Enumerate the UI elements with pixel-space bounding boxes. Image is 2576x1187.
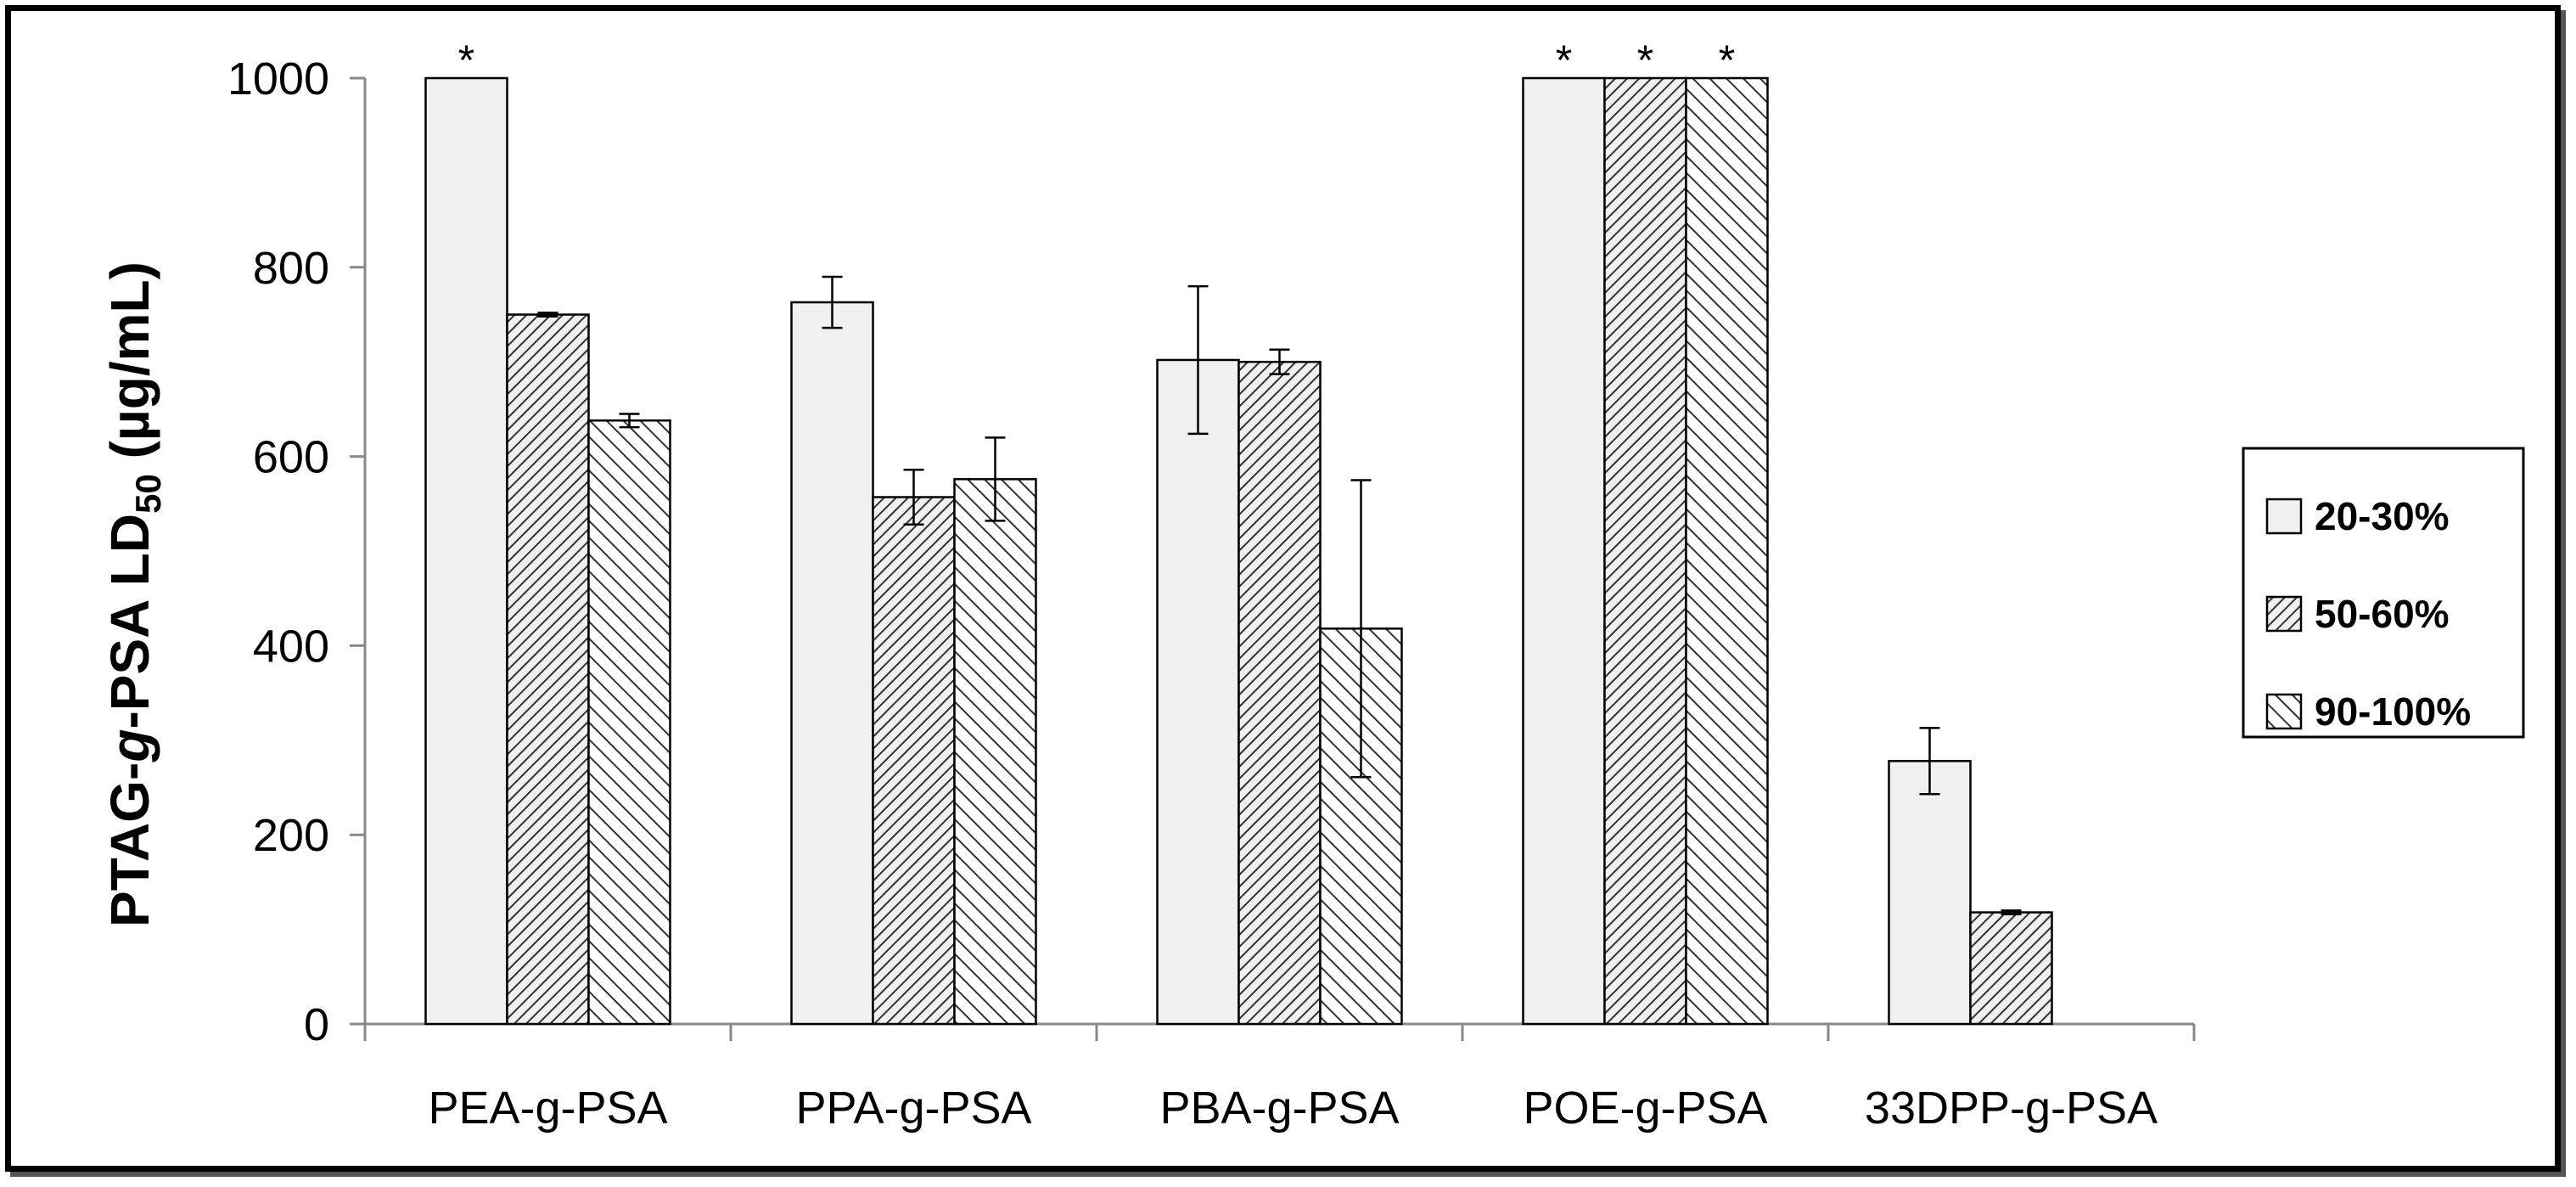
bars-group — [424, 76, 2053, 1026]
y-tick-label: 800 — [253, 243, 329, 294]
bar — [953, 478, 1037, 1026]
bar — [1603, 76, 1687, 1026]
axes: 0 200 400 600 800 1000 — [227, 53, 2196, 1050]
y-tick-label: 0 — [304, 999, 329, 1050]
significance-marker: * — [1637, 37, 1653, 84]
bar — [506, 313, 590, 1026]
legend-swatch — [2265, 693, 2303, 730]
y-tick-label: 400 — [253, 621, 329, 672]
x-tick-label: PEA-g-PSA — [428, 1083, 667, 1134]
x-tick-label: POE-g-PSA — [1523, 1083, 1767, 1134]
legend-label: 50-60% — [2315, 592, 2450, 636]
x-tick-labels: PEA-g-PSA PPA-g-PSA PBA-g-PSA POE-g-PSA 33DP… — [428, 1083, 2158, 1134]
legend-swatch — [2265, 498, 2303, 535]
chart-frame — [5, 5, 2561, 1172]
bar — [1969, 911, 2053, 1026]
bar — [1156, 358, 1240, 1026]
bar — [1522, 76, 1606, 1026]
legend-swatch — [2265, 595, 2303, 633]
error-bars-group: * * * * — [458, 37, 2022, 916]
legend-label: 20-30% — [2315, 494, 2450, 538]
significance-marker: * — [1719, 37, 1735, 84]
bar — [1685, 76, 1769, 1026]
y-axis-label: PTAG-g-PSA LD50 (µg/mL) — [99, 262, 168, 927]
bar — [1237, 360, 1322, 1026]
x-tick-label: PBA-g-PSA — [1159, 1083, 1399, 1134]
y-tick-label: 600 — [253, 432, 329, 483]
bar — [872, 496, 956, 1026]
legend-box — [2242, 447, 2525, 739]
legend: 20-30% 50-60% 90-100% — [2242, 447, 2525, 739]
x-tick-label: 33DPP-g-PSA — [1865, 1083, 2158, 1134]
bar — [790, 301, 874, 1026]
bar — [424, 76, 508, 1026]
legend-label: 90-100% — [2315, 689, 2471, 734]
y-tick-label: 200 — [253, 810, 329, 861]
x-tick-label: PPA-g-PSA — [795, 1083, 1031, 1134]
y-tick-label: 1000 — [227, 53, 329, 104]
bar — [1888, 760, 1972, 1026]
bar — [587, 419, 671, 1026]
significance-marker: * — [1556, 37, 1572, 84]
significance-marker: * — [458, 37, 474, 84]
